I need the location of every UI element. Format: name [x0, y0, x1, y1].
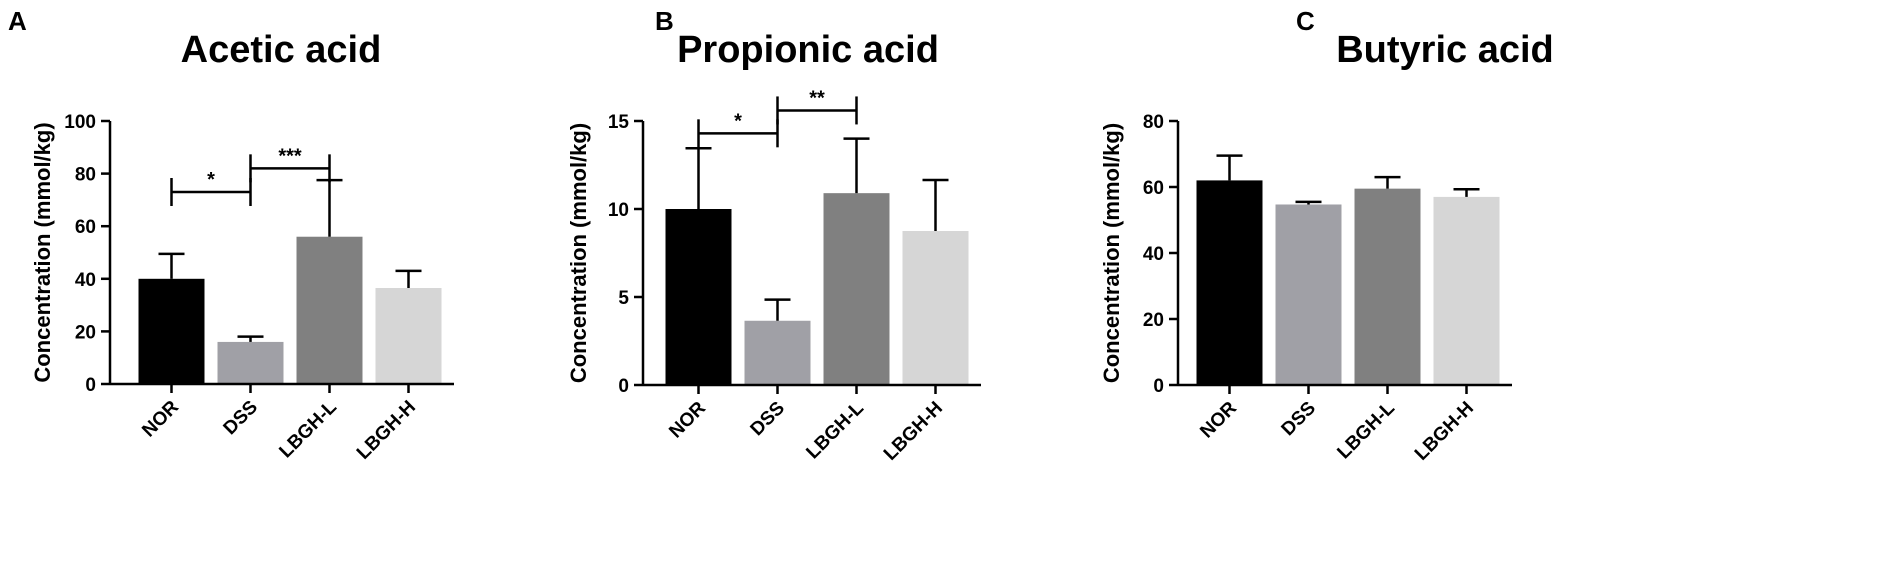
bar-nor [138, 278, 205, 384]
bar-lbgh-l [1354, 188, 1421, 385]
bar-nor [665, 209, 732, 385]
bar-lbgh-h [375, 288, 442, 384]
y-tick-label: 20 [1143, 310, 1164, 331]
chart-title: Propionic acid [677, 29, 939, 71]
y-tick-label: 40 [75, 270, 96, 291]
chart-panel-c: C Butyric acid Concentration (mmol/kg) 0 20 4… [1099, 6, 1554, 465]
y-tick-label: 0 [1153, 376, 1164, 397]
y-tick-label: 80 [75, 165, 96, 186]
x-tick-label-nor: NOR [1196, 397, 1241, 442]
significance-label: *** [278, 145, 302, 167]
x-tick-label-lbgh-h: LBGH-H [1411, 398, 1478, 465]
significance-label: * [734, 110, 742, 132]
bar-lbgh-h [1433, 196, 1500, 385]
y-tick-label: 40 [1143, 244, 1164, 265]
x-tick-label-lbgh-h: LBGH-H [353, 397, 420, 464]
bar-lbgh-l [823, 193, 890, 385]
y-tick-label: 60 [1143, 178, 1164, 199]
x-tick-label-dss: DSS [1278, 398, 1320, 440]
bar-dss [744, 320, 811, 385]
bar-dss [1275, 204, 1342, 385]
y-axis-label: Concentration (mmol/kg) [30, 122, 55, 382]
x-tick-label-lbgh-l: LBGH-L [1333, 397, 1399, 463]
x-tick-label-lbgh-l: LBGH-L [275, 396, 341, 462]
panel-letter: B [655, 6, 674, 36]
significance-label: ** [809, 87, 825, 109]
panel-letter: A [8, 6, 27, 36]
x-tick-label-nor: NOR [665, 397, 710, 442]
panel-letter: C [1296, 6, 1315, 36]
y-tick-label: 100 [64, 112, 96, 133]
chart-panel-a: A Acetic acid Concentration (mmol/kg) 0 20 40… [8, 6, 454, 464]
bar-lbgh-h [902, 231, 969, 385]
bar-nor [1196, 180, 1263, 385]
y-tick-label: 60 [75, 217, 96, 238]
y-tick-label: 15 [608, 112, 630, 133]
x-tick-label-nor: NOR [138, 396, 183, 441]
bar-lbgh-l [296, 236, 363, 384]
y-axis-label: Concentration (mmol/kg) [566, 123, 591, 383]
x-tick-label-lbgh-l: LBGH-L [802, 397, 868, 463]
y-tick-label: 80 [1143, 112, 1164, 133]
significance-label: * [207, 169, 215, 191]
x-tick-label-dss: DSS [747, 398, 789, 440]
chart-title: Butyric acid [1336, 29, 1554, 71]
y-tick-label: 20 [75, 322, 96, 343]
bar-dss [217, 341, 284, 384]
y-tick-label: 0 [85, 375, 96, 396]
y-axis-label: Concentration (mmol/kg) [1099, 123, 1124, 383]
y-tick-label: 0 [618, 376, 629, 397]
y-tick-label: 5 [618, 288, 629, 309]
x-tick-label-dss: DSS [220, 397, 262, 439]
y-tick-label: 10 [608, 200, 629, 221]
x-tick-label-lbgh-h: LBGH-H [880, 398, 947, 465]
chart-title: Acetic acid [181, 29, 382, 71]
